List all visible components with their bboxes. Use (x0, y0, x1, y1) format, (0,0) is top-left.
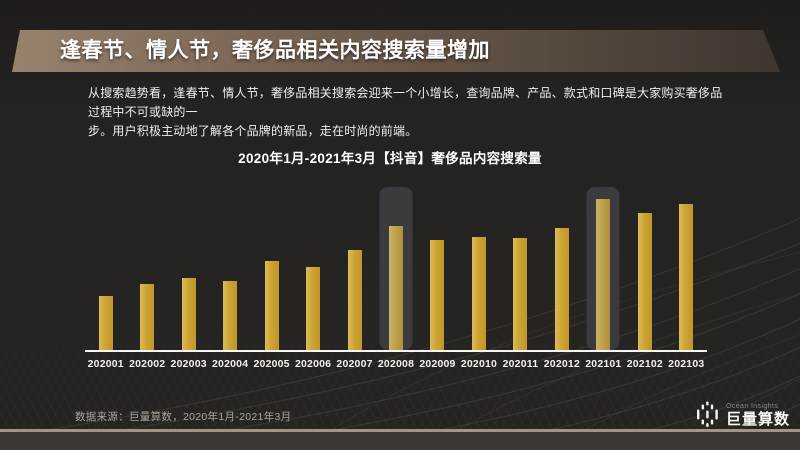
bar-column (334, 185, 375, 350)
bar-chart-plot (85, 185, 707, 350)
body-paragraph: 从搜索趋势看，逢春节、情人节，奢侈品相关搜索会迎来一个小增长，查询品牌、产品、款… (88, 84, 728, 141)
bar (98, 296, 113, 350)
x-axis-line (85, 350, 707, 352)
bar (389, 226, 404, 350)
slide: 逢春节、情人节，奢侈品相关内容搜索量增加 从搜索趋势看，逢春节、情人节，奢侈品相… (0, 0, 800, 429)
x-axis-tick-label: 202005 (253, 358, 290, 370)
bar-chart: 202001 202002 202003 202004 202005 202006 2020… (85, 185, 707, 370)
x-axis-tick-label: 202006 (294, 358, 332, 370)
outside-slide-area (0, 432, 800, 450)
bar (181, 278, 196, 350)
x-axis-tick-label: 202007 (336, 358, 373, 370)
bar (637, 213, 652, 350)
x-axis-labels: 202001 202002 202003 202004 202005 202006 2020… (85, 358, 707, 370)
brand-logo-text: Ocean Insights 巨量算数 (726, 403, 790, 427)
bar (347, 250, 362, 350)
slide-bottom-border (0, 429, 800, 432)
x-axis-tick-label: 202003 (170, 358, 207, 370)
x-axis-tick-label: 202101 (585, 358, 622, 370)
bar-column (85, 185, 126, 350)
x-axis-tick-label: 202009 (419, 358, 456, 370)
bar-column (624, 185, 665, 350)
bar (679, 204, 694, 350)
brand-name-cn: 巨量算数 (725, 410, 790, 428)
body-line-1: 从搜索趋势看，逢春节、情人节，奢侈品相关搜索会迎来一个小增长，查询品牌、产品、款… (88, 86, 723, 119)
brand-name-en: Ocean Insights (725, 402, 779, 410)
page-title: 逢春节、情人节，奢侈品相关内容搜索量增加 (60, 39, 490, 62)
bar-column (666, 185, 707, 350)
x-axis-tick-label: 202004 (212, 358, 249, 370)
bar (430, 240, 445, 350)
bar-column (126, 185, 167, 350)
bar-column (168, 185, 209, 350)
x-axis-tick-label: 202010 (460, 358, 498, 370)
bar (513, 238, 528, 350)
bar-column (458, 185, 499, 350)
data-source-note: 数据来源：巨量算数，2020年1月-2021年3月 (75, 411, 292, 423)
x-axis-tick-label: 202002 (129, 358, 166, 370)
bar (223, 281, 238, 350)
bar-column (375, 185, 416, 350)
x-axis-tick-label: 202103 (668, 358, 705, 370)
oceanengine-bars-icon (696, 401, 718, 427)
body-line-2: 步。用户积极主动地了解各个品牌的新品，走在时尚的前端。 (88, 124, 418, 138)
bar-column (209, 185, 250, 350)
brand-logo: Ocean Insights 巨量算数 (696, 401, 790, 428)
bar (140, 284, 155, 350)
bar (596, 199, 611, 350)
x-axis-tick-label: 202008 (377, 358, 415, 370)
bar-column (500, 185, 541, 350)
title-banner: 逢春节、情人节，奢侈品相关内容搜索量增加 (12, 30, 780, 72)
bar (306, 267, 321, 350)
x-axis-tick-label: 202011 (502, 358, 539, 370)
bar-column (417, 185, 458, 350)
x-axis-tick-label: 202012 (543, 358, 581, 370)
x-axis-tick-label: 202102 (626, 358, 663, 370)
bar-column (541, 185, 582, 350)
bar (471, 237, 486, 350)
bar-column (292, 185, 333, 350)
bar (554, 228, 569, 350)
chart-title: 2020年1月-2021年3月【抖音】奢侈品内容搜索量 (238, 151, 542, 166)
bar-column (251, 185, 292, 350)
bar-column (583, 185, 624, 350)
x-axis-tick-label: 202001 (87, 358, 124, 370)
bar (264, 261, 279, 350)
